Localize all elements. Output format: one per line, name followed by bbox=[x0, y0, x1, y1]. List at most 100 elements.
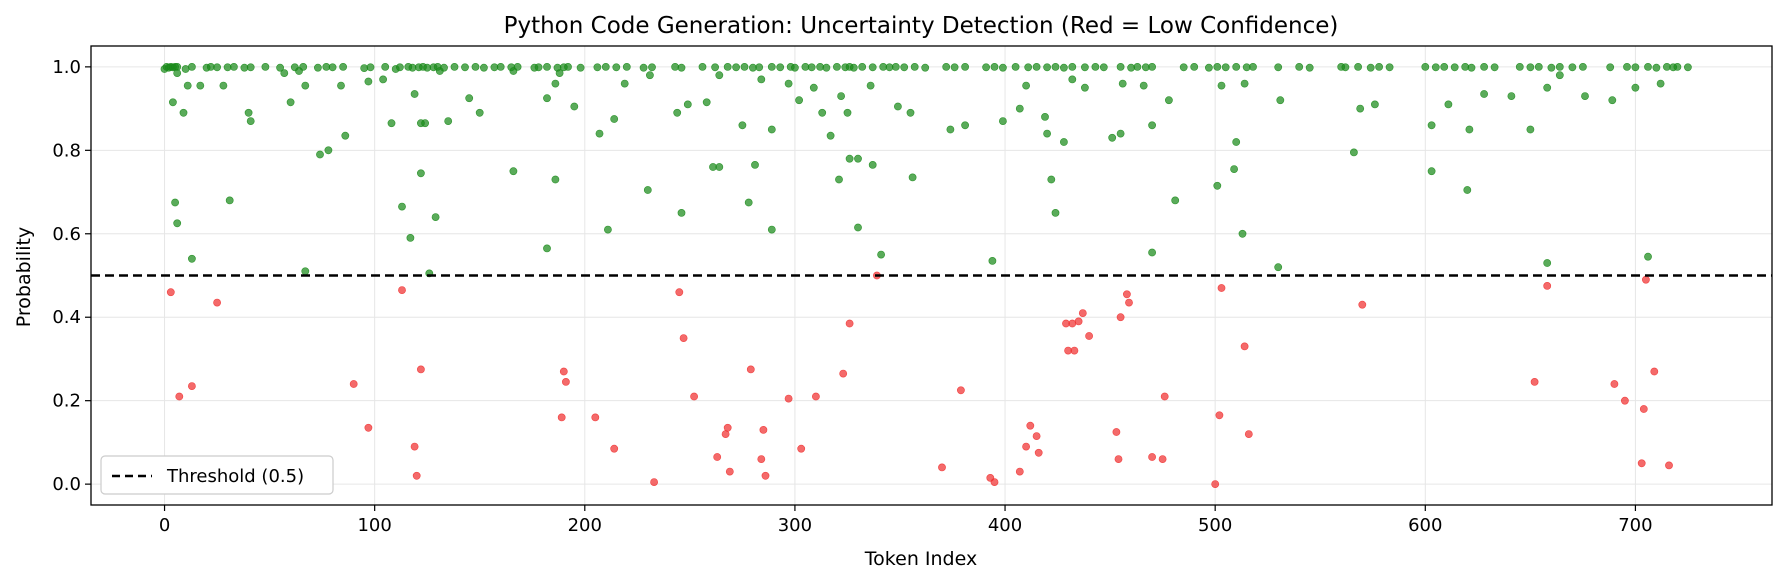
high-confidence-point bbox=[1230, 165, 1238, 173]
high-confidence-point bbox=[301, 81, 310, 90]
high-confidence-point bbox=[387, 119, 396, 128]
high-confidence-point bbox=[1139, 81, 1148, 90]
high-confidence-point bbox=[1579, 63, 1587, 71]
high-confidence-point bbox=[1116, 129, 1125, 138]
high-confidence-point bbox=[1011, 63, 1020, 71]
high-confidence-point bbox=[604, 225, 612, 234]
high-confidence-point bbox=[1608, 96, 1617, 105]
low-confidence-point bbox=[213, 298, 221, 307]
high-confidence-point bbox=[723, 63, 732, 71]
high-confidence-point bbox=[1217, 81, 1226, 90]
high-confidence-point bbox=[421, 119, 429, 128]
low-confidence-point bbox=[839, 369, 848, 378]
low-confidence-point bbox=[1158, 455, 1167, 463]
high-confidence-point bbox=[1371, 100, 1379, 109]
high-confidence-point bbox=[715, 163, 724, 171]
high-confidence-point bbox=[1623, 63, 1631, 71]
high-confidence-point bbox=[1356, 104, 1365, 113]
high-confidence-point bbox=[858, 63, 867, 71]
high-confidence-point bbox=[999, 63, 1007, 72]
low-confidence-point bbox=[1026, 421, 1035, 430]
high-confidence-point bbox=[416, 169, 425, 178]
high-confidence-point bbox=[1463, 186, 1472, 194]
high-confidence-point bbox=[601, 63, 610, 71]
high-confidence-point bbox=[1440, 63, 1449, 71]
high-confidence-point bbox=[595, 129, 604, 138]
high-confidence-point bbox=[826, 131, 835, 140]
high-confidence-point bbox=[837, 92, 845, 100]
low-confidence-point bbox=[1665, 461, 1673, 470]
high-confidence-point bbox=[1043, 63, 1051, 72]
low-confidence-point bbox=[1123, 290, 1131, 299]
low-confidence-point bbox=[1530, 377, 1539, 386]
high-confidence-point bbox=[187, 63, 196, 71]
high-confidence-point bbox=[543, 244, 551, 253]
low-confidence-point bbox=[562, 377, 570, 386]
high-confidence-point bbox=[1133, 63, 1142, 71]
x-tick-label: 300 bbox=[778, 515, 812, 536]
high-confidence-point bbox=[406, 233, 415, 242]
high-confidence-point bbox=[822, 63, 831, 72]
x-tick-label: 200 bbox=[568, 515, 602, 536]
high-confidence-point bbox=[866, 81, 875, 90]
low-confidence-point bbox=[1610, 380, 1619, 388]
high-confidence-point bbox=[908, 173, 917, 182]
high-confidence-point bbox=[646, 71, 654, 80]
high-confidence-point bbox=[744, 198, 753, 207]
high-confidence-point bbox=[620, 79, 629, 88]
low-confidence-point bbox=[610, 444, 619, 453]
y-tick-label: 1.0 bbox=[52, 57, 81, 78]
low-confidence-point bbox=[990, 478, 999, 486]
high-confidence-point bbox=[1568, 63, 1577, 72]
low-confidence-point bbox=[759, 425, 768, 434]
x-axis-label: Token Index bbox=[864, 548, 977, 570]
high-confidence-point bbox=[833, 63, 841, 71]
high-confidence-point bbox=[570, 102, 579, 111]
high-confidence-point bbox=[543, 63, 551, 71]
high-confidence-point bbox=[818, 108, 827, 117]
high-confidence-point bbox=[213, 63, 221, 72]
plot-frame bbox=[90, 45, 1773, 506]
high-confidence-point bbox=[543, 94, 551, 103]
high-confidence-point bbox=[1022, 81, 1030, 90]
y-tick-label: 0.4 bbox=[52, 307, 81, 328]
low-confidence-point bbox=[761, 471, 770, 480]
low-confidence-point bbox=[1148, 453, 1156, 461]
low-confidence-point bbox=[845, 319, 854, 328]
high-confidence-point bbox=[1051, 208, 1060, 217]
high-confidence-point bbox=[1450, 63, 1459, 72]
high-confidence-point bbox=[791, 63, 799, 72]
high-confidence-point bbox=[168, 98, 177, 107]
high-confidence-point bbox=[1526, 125, 1535, 134]
low-confidence-point bbox=[1074, 317, 1083, 326]
high-confidence-point bbox=[702, 98, 711, 107]
high-confidence-point bbox=[677, 208, 686, 217]
high-confidence-point bbox=[431, 213, 440, 221]
high-confidence-point bbox=[398, 202, 406, 211]
legend-box bbox=[100, 455, 334, 495]
low-confidence-point bbox=[1114, 455, 1123, 463]
high-confidence-point bbox=[757, 75, 766, 84]
high-confidence-point bbox=[1060, 138, 1068, 146]
high-confidence-point bbox=[1444, 100, 1453, 109]
high-confidence-point bbox=[1295, 63, 1304, 71]
high-confidence-point bbox=[328, 63, 337, 72]
high-confidence-point bbox=[843, 108, 852, 117]
high-confidence-point bbox=[1305, 63, 1314, 72]
high-confidence-point bbox=[173, 219, 182, 228]
high-confidence-point bbox=[295, 67, 303, 75]
high-confidence-point bbox=[337, 81, 345, 90]
high-confidence-point bbox=[1631, 63, 1640, 72]
high-confidence-point bbox=[366, 63, 375, 72]
high-confidence-point bbox=[276, 63, 284, 72]
high-confidence-point bbox=[1091, 63, 1100, 71]
high-confidence-point bbox=[961, 121, 969, 130]
high-confidence-point bbox=[1047, 175, 1056, 184]
high-confidence-point bbox=[648, 63, 656, 72]
high-confidence-point bbox=[219, 81, 228, 90]
high-confidence-point bbox=[171, 198, 179, 207]
high-confidence-point bbox=[1276, 96, 1285, 105]
high-confidence-point bbox=[1652, 63, 1661, 72]
low-confidence-point bbox=[1125, 298, 1133, 307]
